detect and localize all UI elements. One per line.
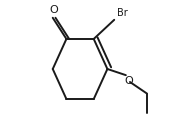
Text: O: O (124, 76, 133, 86)
Text: O: O (50, 5, 58, 15)
Text: Br: Br (117, 8, 128, 18)
